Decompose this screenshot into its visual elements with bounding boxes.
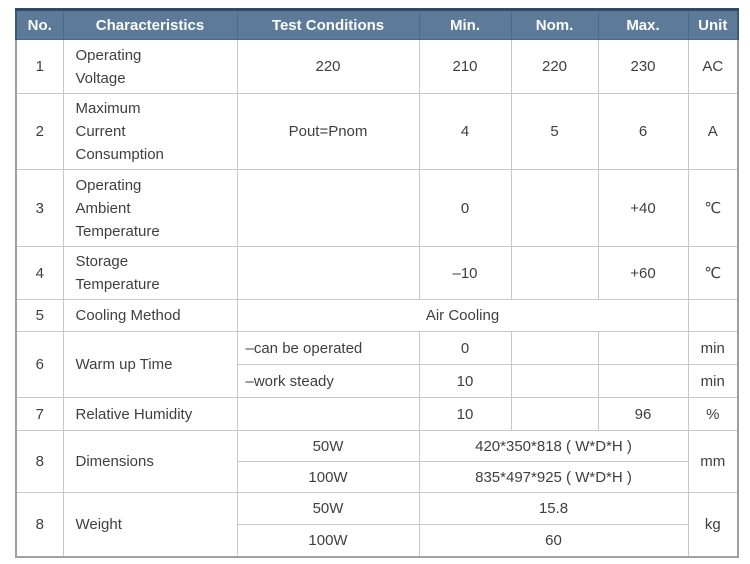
cell-r2-no: 2 (15, 93, 64, 170)
cell-r6b-condition: –work steady (236, 364, 420, 398)
row-relative-humidity: 7 Relative Humidity 10 96 % (15, 397, 739, 431)
cell-r7-max: 96 (597, 397, 689, 431)
cell-r8a-value: 420*350*818 ( W*D*H ) (418, 430, 689, 462)
cell-r9a-value: 15.8 (418, 492, 689, 525)
cell-r6a-condition: –can be operated (236, 331, 420, 365)
row-operating-voltage: 1 Operating Voltage 220 210 220 230 AC (15, 39, 739, 94)
cell-r4-no: 4 (15, 246, 64, 300)
cell-r9-characteristics: Weight (62, 492, 238, 557)
header-test-conditions: Test Conditions (236, 8, 420, 40)
cell-r6a-max (597, 331, 689, 365)
cell-r6b-unit: min (687, 364, 739, 398)
cell-r5-characteristics: Cooling Method (62, 299, 238, 332)
cell-r7-no: 7 (15, 397, 64, 431)
header-min: Min. (418, 8, 512, 40)
cell-r2-test-conditions: Pout=Pnom (236, 93, 420, 170)
cell-r6-characteristics: Warm up Time (62, 331, 238, 398)
cell-r9-unit: kg (687, 492, 739, 557)
row-operating-ambient-temperature: 3 Operating Ambient Temperature 0 +40 ℃ (15, 169, 739, 247)
cell-r1-min: 210 (418, 39, 512, 94)
row-storage-temperature: 4 Storage Temperature –10 +60 ℃ (15, 246, 739, 300)
row-warm-up-time-sub2: –work steady 10 min (16, 364, 739, 398)
cell-r6b-max (597, 364, 689, 398)
cell-r4-test-conditions (236, 246, 420, 300)
row-max-current-consumption: 2 Maximum Current Consumption Pout=Pnom … (15, 93, 739, 170)
cell-r2-min: 4 (418, 93, 512, 170)
row-dimensions-sub1: 8 Dimensions 50W 420*350*818 ( W*D*H ) m… (15, 430, 739, 493)
cell-r6b-nom (510, 364, 599, 398)
cell-r7-unit: % (687, 397, 739, 431)
cell-r4-characteristics: Storage Temperature (62, 246, 238, 300)
cell-r8b-value: 835*497*925 ( W*D*H ) (418, 461, 689, 493)
cell-r3-no: 3 (15, 169, 64, 247)
cell-r8-characteristics: Dimensions (62, 430, 238, 493)
cell-r2-characteristics: Maximum Current Consumption (62, 93, 238, 170)
row-weight-sub1: 8 Weight 50W 15.8 kg (15, 492, 739, 557)
cell-r9a-condition: 50W (236, 492, 420, 525)
cell-r4-max: +60 (597, 246, 689, 300)
cell-r3-nom (510, 169, 599, 247)
cell-r4-min: –10 (418, 246, 512, 300)
cell-r9b-value: 60 (418, 524, 689, 557)
spec-table: No. Characteristics Test Conditions Min.… (15, 8, 739, 558)
cell-r4-nom (510, 246, 599, 300)
cell-r8-no: 8 (15, 430, 64, 493)
header-unit: Unit (687, 8, 739, 40)
cell-r8-unit: mm (687, 430, 739, 493)
cell-r7-min: 10 (418, 397, 512, 431)
cell-r6b-min: 10 (418, 364, 512, 398)
cell-r2-unit: A (687, 93, 739, 170)
cell-r3-min: 0 (418, 169, 512, 247)
header-nom: Nom. (510, 8, 599, 40)
header-characteristics: Characteristics (62, 8, 238, 40)
row-weight-sub2: 100W 60 (16, 524, 738, 557)
cell-r1-max: 230 (597, 39, 689, 94)
cell-r7-characteristics: Relative Humidity (62, 397, 238, 431)
header-no: No. (15, 8, 64, 40)
cell-r1-characteristics: Operating Voltage (62, 39, 238, 94)
header-row: No. Characteristics Test Conditions Min.… (15, 8, 739, 40)
cell-r6a-nom (510, 331, 599, 365)
cell-r3-test-conditions (236, 169, 420, 247)
cell-r6a-min: 0 (418, 331, 512, 365)
cell-r6a-unit: min (687, 331, 739, 365)
cell-r4-unit: ℃ (687, 246, 739, 300)
cell-r6-no: 6 (15, 331, 64, 398)
cell-r3-max: +40 (597, 169, 689, 247)
cell-r2-max: 6 (597, 93, 689, 170)
cell-r8b-condition: 100W (236, 461, 420, 493)
cell-r1-test-conditions: 220 (236, 39, 420, 94)
row-dimensions-sub2: 100W 835*497*925 ( W*D*H ) (16, 461, 738, 493)
header-max: Max. (597, 8, 689, 40)
cell-r2-nom: 5 (510, 93, 599, 170)
cell-r1-nom: 220 (510, 39, 599, 94)
cell-r5-value: Air Cooling (236, 299, 689, 332)
row-warm-up-time-sub1: 6 Warm up Time –can be operated 0 min (15, 331, 739, 398)
cell-r9b-condition: 100W (236, 524, 420, 557)
cell-r8a-condition: 50W (236, 430, 420, 462)
cell-r7-test-conditions (236, 397, 420, 431)
cell-r3-characteristics: Operating Ambient Temperature (62, 169, 238, 247)
cell-r5-no: 5 (15, 299, 64, 332)
cell-r5-unit (687, 299, 739, 332)
cell-r1-no: 1 (15, 39, 64, 94)
cell-r1-unit: AC (687, 39, 739, 94)
cell-r3-unit: ℃ (687, 169, 739, 247)
cell-r9-no: 8 (15, 492, 64, 557)
cell-r7-nom (510, 397, 599, 431)
row-cooling-method: 5 Cooling Method Air Cooling (15, 299, 739, 332)
